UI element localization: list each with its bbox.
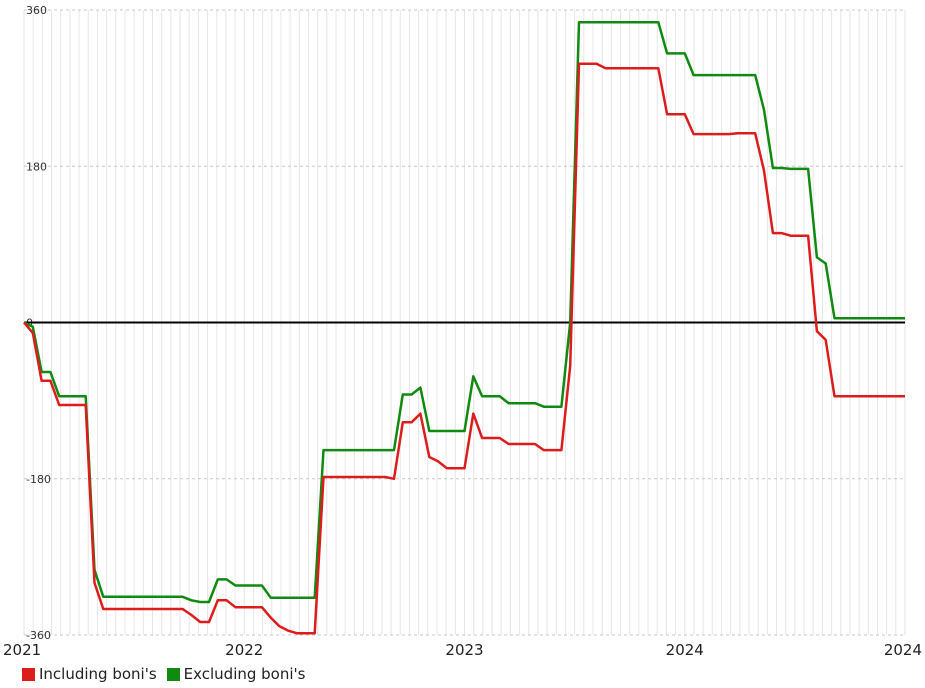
x-tick-label: 2024: [884, 641, 922, 659]
legend-label-excluding: Excluding boni's: [183, 665, 306, 683]
y-tick-label: 360: [26, 4, 47, 17]
legend-item-including[interactable]: Including boni's: [22, 665, 157, 683]
legend-swatch-including: [22, 667, 35, 681]
y-tick-label: -180: [26, 473, 51, 486]
legend: Including boni's Excluding boni's: [22, 665, 305, 683]
legend-label-including: Including boni's: [39, 665, 157, 683]
x-tick-label: 2024: [666, 641, 704, 659]
x-tick-label: 2023: [445, 641, 483, 659]
y-tick-label: 180: [26, 160, 47, 173]
y-tick-label: -360: [26, 629, 51, 642]
legend-swatch-excluding: [166, 667, 180, 681]
series-line-including-bonis: [23, 62, 905, 635]
series-line-excluding-bonis: [23, 20, 905, 604]
x-tick-label: 2021: [3, 641, 41, 659]
x-tick-label: 2022: [225, 641, 263, 659]
legend-item-excluding[interactable]: Excluding boni's: [166, 665, 306, 683]
